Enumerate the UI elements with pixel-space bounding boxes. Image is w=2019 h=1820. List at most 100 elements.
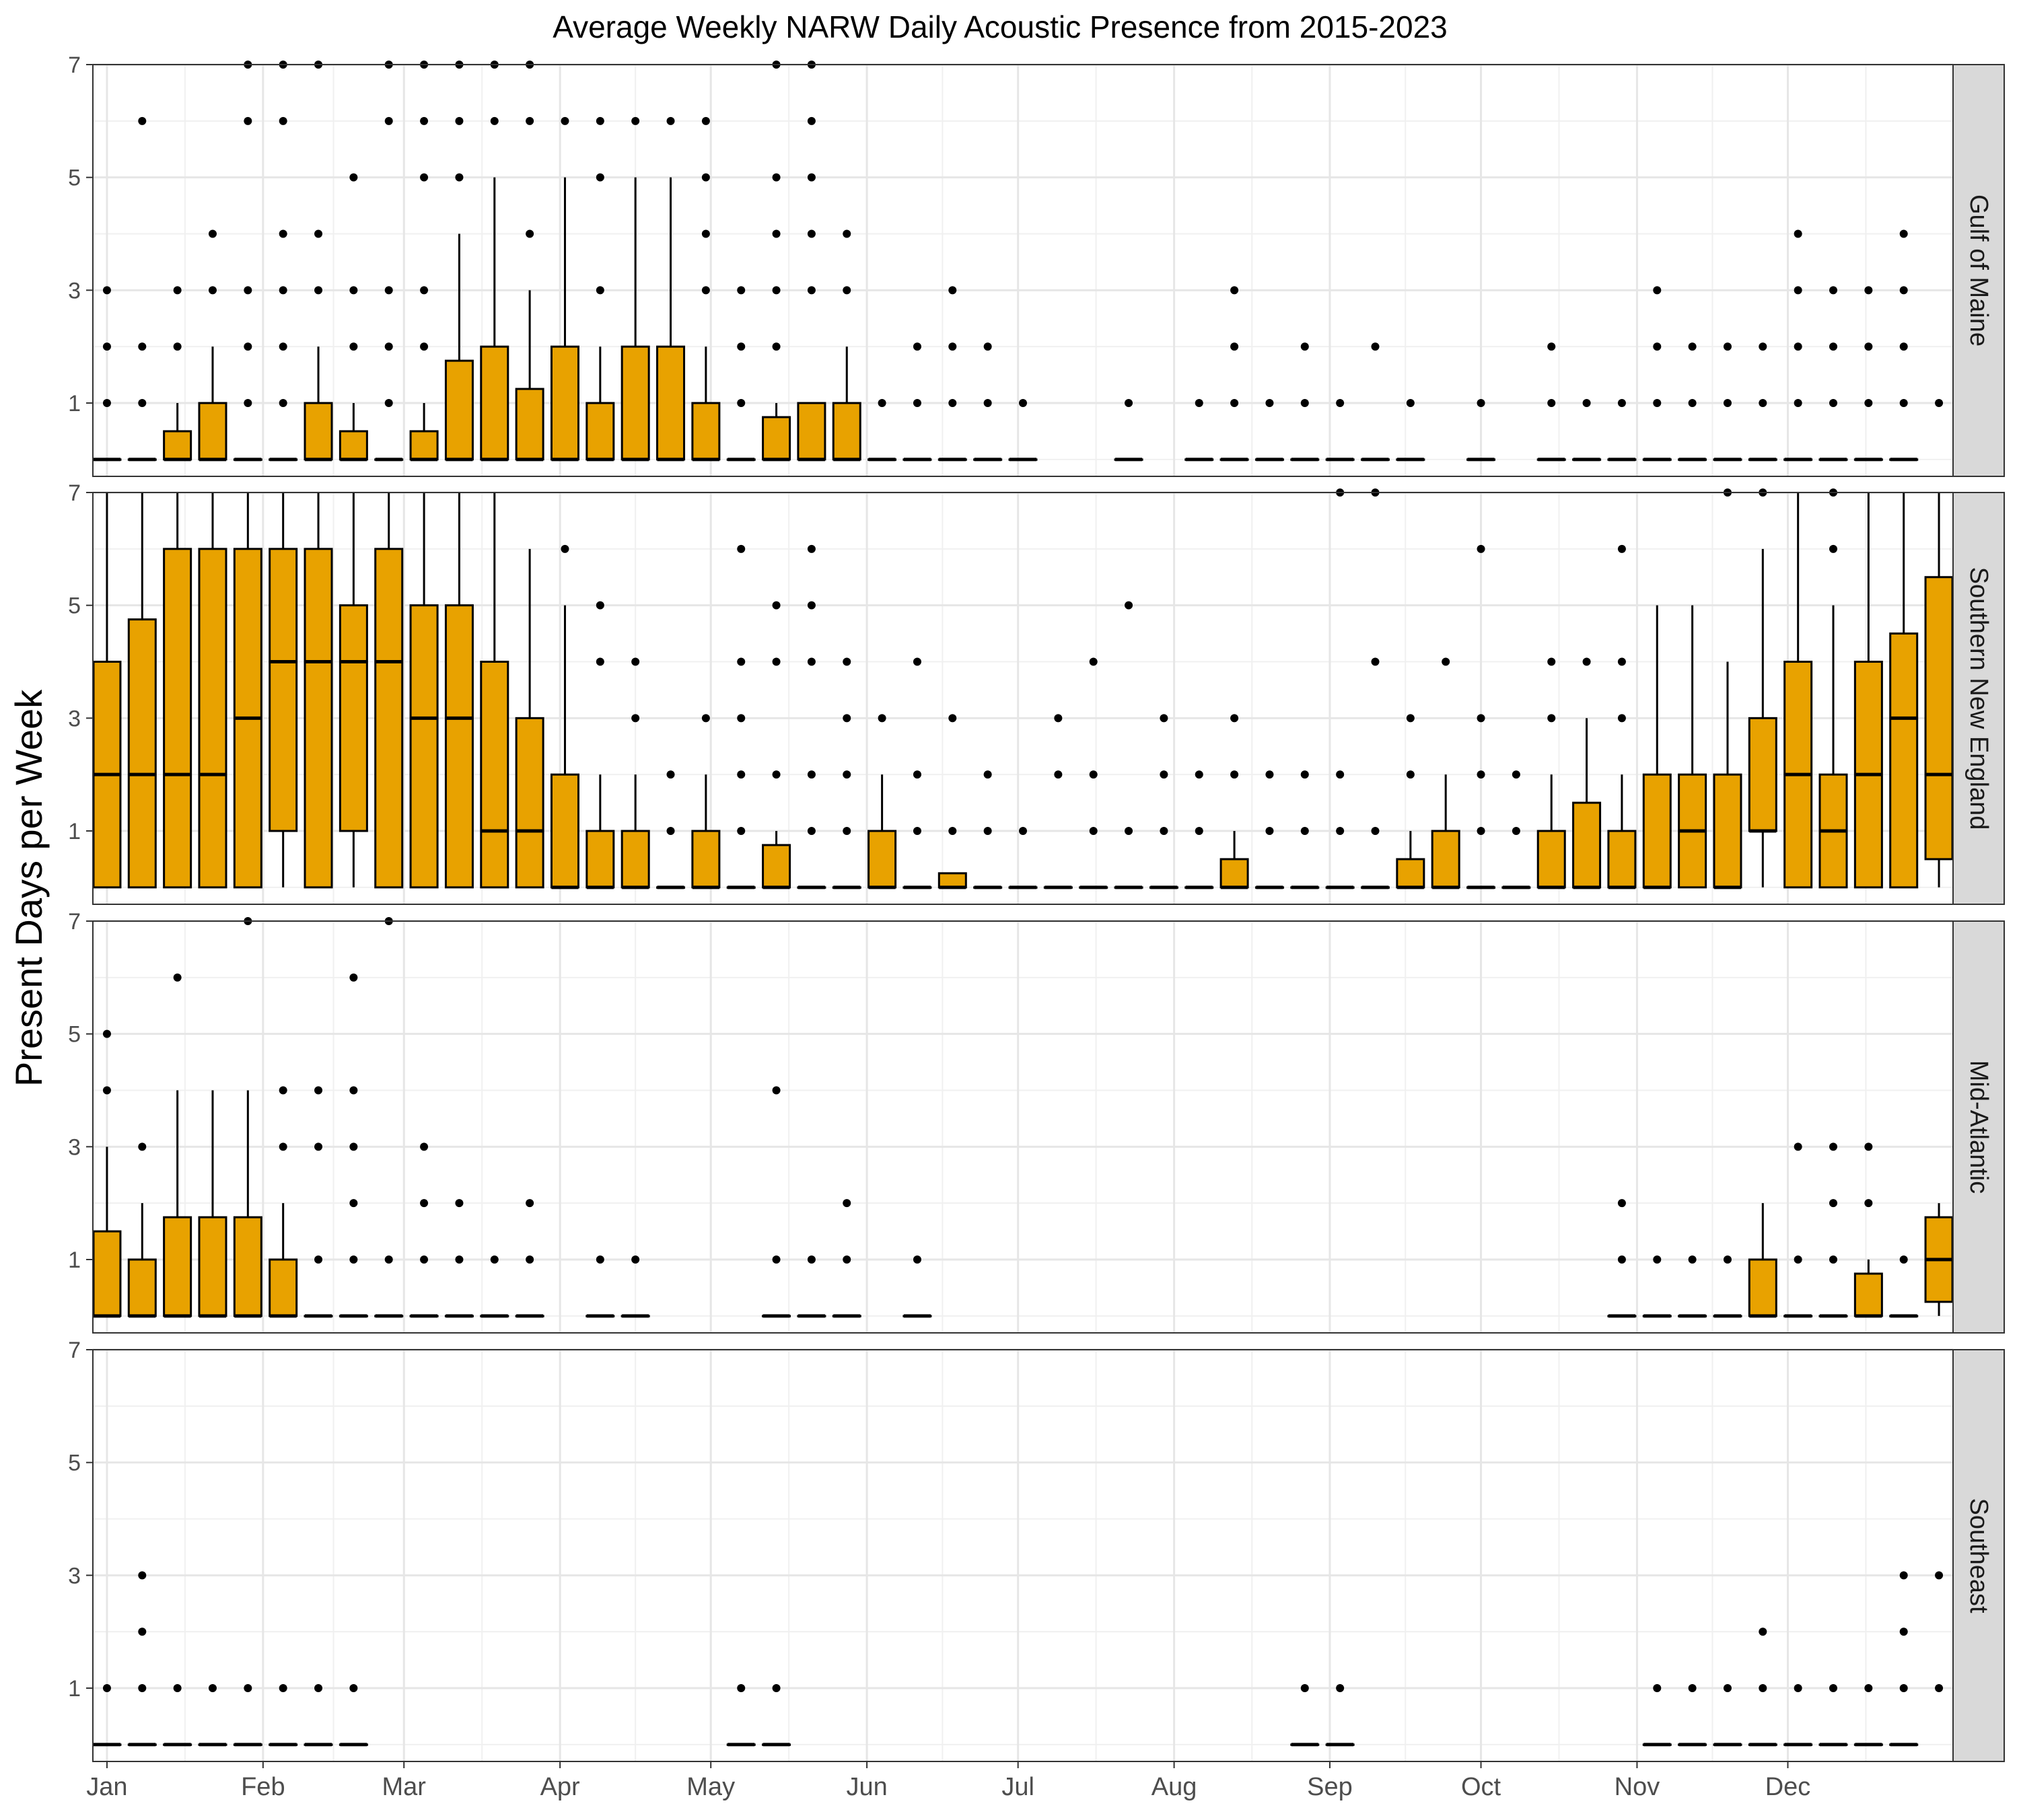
outlier-point (138, 1142, 147, 1151)
outlier-point (1547, 714, 1556, 723)
box-week-15 (586, 1255, 615, 1318)
box-iqr (1713, 773, 1742, 889)
outlier-point (102, 1684, 111, 1693)
outlier-point (490, 1255, 499, 1264)
outlier-point (1688, 1255, 1697, 1264)
box-week-47 (1713, 1255, 1742, 1318)
outlier-point (701, 173, 710, 182)
outlier-point (983, 827, 992, 836)
y-tick-label: 1 (68, 1247, 81, 1273)
box-week-26 (973, 770, 1003, 889)
outlier-point (772, 1684, 781, 1693)
outlier-point (1336, 770, 1345, 779)
box-week-13 (515, 548, 544, 889)
box-week-22 (832, 657, 861, 889)
box-iqr (762, 844, 791, 889)
box-iqr (762, 416, 791, 461)
y-tick-label: 5 (68, 1022, 81, 1048)
outlier-point (737, 544, 746, 553)
box-week-49 (1783, 1142, 1813, 1318)
outlier-point (1864, 286, 1873, 295)
outlier-point (737, 342, 746, 351)
outlier-point (1864, 342, 1873, 351)
box-week-7 (304, 61, 333, 462)
y-tick-label: 5 (68, 1451, 81, 1476)
outlier-point (1688, 399, 1697, 408)
outlier-point (1794, 229, 1802, 238)
outlier-point (1723, 342, 1732, 351)
boxes-gulf-of-maine (92, 61, 1944, 462)
facet-strip (1952, 492, 2005, 905)
box-week-16 (621, 1255, 650, 1318)
box-week-53 (1935, 399, 1944, 408)
outlier-point (1653, 1684, 1662, 1693)
box-week-5 (233, 917, 262, 1318)
outlier-point (1512, 770, 1520, 779)
box-week-47 (1713, 488, 1742, 889)
outlier-point (1899, 1571, 1908, 1580)
outlier-point (1230, 342, 1239, 351)
box-week-31 (1149, 714, 1178, 889)
outlier-point (596, 116, 604, 125)
box-week-52 (1889, 229, 1919, 462)
box-week-8 (339, 493, 368, 887)
box-week-52 (1889, 1571, 1919, 1747)
outlier-point (701, 116, 710, 125)
box-week-11 (444, 1199, 474, 1318)
outlier-point (314, 229, 323, 238)
box-iqr (1924, 576, 1954, 861)
y-tick-label: 3 (68, 1563, 81, 1589)
box-week-20 (762, 601, 791, 889)
outlier-point (631, 657, 640, 666)
outlier-point (631, 1255, 640, 1264)
box-week-49 (1783, 229, 1813, 462)
outlier-point (1864, 399, 1873, 408)
outlier-point (1195, 827, 1203, 836)
outlier-point (1759, 1684, 1767, 1693)
outlier-point (138, 399, 147, 408)
outlier-point (1899, 1628, 1908, 1636)
outlier-point (1336, 399, 1345, 408)
box-week-6 (269, 1684, 298, 1747)
box-week-44 (1607, 544, 1637, 889)
outlier-point (737, 286, 746, 295)
outlier-point (666, 770, 675, 779)
box-week-35 (1290, 342, 1320, 462)
box-iqr (515, 717, 544, 889)
box-iqr (867, 830, 897, 889)
box-week-12 (480, 1255, 509, 1318)
outlier-point (173, 973, 182, 982)
box-iqr (374, 548, 404, 889)
outlier-point (807, 770, 816, 779)
outlier-point (1794, 286, 1802, 295)
box-week-34 (1254, 399, 1284, 462)
outlier-point (631, 116, 640, 125)
outlier-point (1899, 342, 1908, 351)
outlier-point (1230, 770, 1239, 779)
outlier-point (420, 173, 429, 182)
outlier-point (1054, 770, 1063, 779)
box-week-14 (550, 544, 579, 889)
facet-strip (1952, 64, 2005, 477)
boxes-southeast (92, 1571, 1944, 1747)
outlier-point (279, 229, 287, 238)
box-week-44 (1607, 1199, 1637, 1318)
panel-gulf-of-maine: 1 3 5 7 Gulf of Maine (68, 52, 2005, 477)
outlier-point (1477, 399, 1485, 408)
box-week-4 (198, 1684, 227, 1747)
box-week-52 (1889, 493, 1919, 889)
outlier-point (1829, 342, 1838, 351)
outlier-point (1512, 827, 1520, 836)
outlier-point (1864, 1199, 1873, 1208)
box-week-51 (1853, 493, 1883, 889)
outlier-point (1089, 657, 1098, 666)
outlier-point (1371, 827, 1380, 836)
box-iqr (1889, 632, 1919, 889)
box-iqr (198, 548, 227, 889)
box-week-24 (902, 1255, 932, 1318)
outlier-point (1160, 714, 1168, 723)
outlier-point (526, 229, 534, 238)
outlier-point (701, 286, 710, 295)
outlier-point (384, 399, 393, 408)
outlier-point (631, 714, 640, 723)
